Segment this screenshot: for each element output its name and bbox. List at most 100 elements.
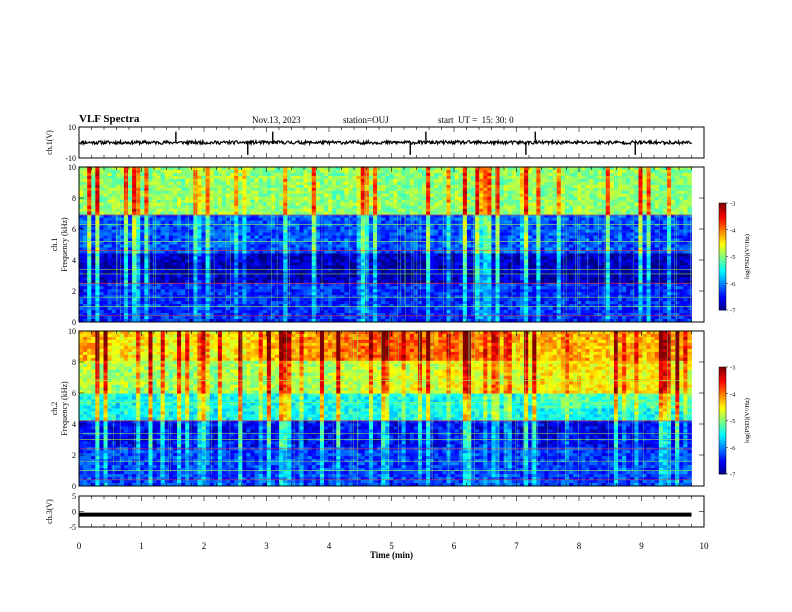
- ch1-spectrogram-cell: [111, 241, 117, 245]
- ch1-spectrogram-cell: [413, 202, 419, 207]
- ch1-spectrogram-cell: [687, 238, 692, 242]
- ch1-spectrogram-cell: [679, 190, 684, 195]
- ch1-spectrogram-cell: [87, 229, 92, 233]
- ch1-spectrogram-cell: [344, 214, 349, 219]
- ch1-spectrogram-cell: [107, 175, 113, 180]
- ch1-spectrogram-cell: [95, 223, 100, 227]
- ch1-spectrogram-cell: [332, 256, 337, 260]
- ch1-spectrogram-cell: [593, 187, 598, 192]
- ch1-spectrogram-cell: [667, 241, 672, 245]
- ch1-spectrogram-cell: [217, 199, 223, 204]
- ch1-spectrogram-cell: [266, 172, 272, 177]
- ch1-spectrogram-cell: [597, 211, 603, 216]
- ch1-spectrogram-cell: [201, 199, 206, 204]
- ch1-spectrogram-cell: [103, 232, 108, 236]
- ch1-spectrogram-cell: [213, 232, 219, 236]
- ch1-spectrogram-cell: [381, 187, 386, 192]
- ch1-spectrogram-cell: [270, 253, 276, 257]
- ch1-spectrogram-cell: [221, 235, 227, 239]
- ch1-spectrogram-cell: [364, 169, 370, 174]
- ch1-spectrogram-cell: [160, 223, 166, 227]
- ch1-spectrogram-cell: [217, 211, 223, 216]
- ch1-spectrogram-cell: [609, 196, 615, 201]
- ch1-spectrogram-cell: [324, 262, 329, 266]
- ch1-spectrogram-cell: [446, 205, 451, 210]
- ch1-spectrogram-cell: [552, 202, 558, 207]
- ch1-spectrogram-cell: [83, 250, 88, 254]
- ch1-spectrogram-cell: [373, 167, 378, 171]
- ch1-spectrogram-cell: [401, 169, 407, 174]
- ch1-spectrogram-cell: [401, 211, 407, 216]
- ch1-spectrogram-cell: [626, 232, 631, 236]
- ch1-spectrogram-cell: [368, 167, 374, 171]
- ch1-spectrogram-cell: [144, 184, 149, 189]
- ch1-spectrogram-cell: [532, 184, 537, 189]
- ch1-spectrogram-cell: [95, 244, 100, 248]
- ch1-spectrogram-cell: [581, 211, 586, 216]
- ch1-spectrogram-cell: [491, 256, 496, 260]
- ch1-spectrogram-cell: [466, 259, 472, 263]
- ch1-spectrogram-cell: [226, 238, 231, 242]
- ch1-spectrogram-cell: [511, 244, 517, 248]
- ch1-spectrogram-cell: [336, 202, 341, 207]
- ch1-spectrogram-cell: [340, 167, 345, 171]
- ch1-spectrogram-cell: [340, 220, 345, 224]
- ch1-spectrogram-cell: [160, 250, 166, 254]
- ch1-spectrogram-cell: [295, 205, 300, 210]
- ch1-spectrogram-cell: [593, 199, 598, 204]
- ch1-spectrogram-cell: [654, 241, 660, 245]
- ch1-spectrogram-cell: [385, 193, 390, 198]
- ch1-spectrogram-cell: [671, 199, 676, 204]
- ch1-spectrogram-cell: [315, 184, 321, 189]
- ch1-spectrogram-cell: [507, 220, 513, 224]
- ch1-spectrogram-cell: [181, 175, 186, 180]
- ch1-spectrogram-cell: [373, 172, 378, 177]
- ch1-spectrogram-cell: [299, 229, 304, 233]
- ch1-spectrogram-cell: [454, 259, 460, 263]
- ch1-spectrogram-cell: [466, 241, 472, 245]
- ch1-spectrogram-cell: [209, 208, 215, 213]
- ch1-spectrogram-cell: [507, 181, 513, 186]
- ch1-spectrogram-cell: [262, 253, 268, 257]
- ch1-spectrogram-cell: [564, 205, 570, 210]
- ch1-spectrogram-cell: [140, 181, 145, 186]
- ch1-spectrogram-cell: [111, 196, 117, 201]
- ch1-spectrogram-cell: [140, 232, 145, 236]
- ch1-spectrogram-cell: [221, 172, 227, 177]
- ch1-spectrogram-cell: [667, 229, 672, 233]
- ch1-spectrogram-cell: [160, 253, 166, 257]
- ch1-spectrogram-cell: [368, 181, 374, 186]
- ch1-spectrogram-cell: [667, 181, 672, 186]
- ch1-spectrogram-cell: [499, 175, 505, 180]
- ch1-spectrogram-cell: [646, 226, 652, 230]
- ch1-spectrogram-cell: [189, 238, 194, 242]
- ch1-spectrogram-cell: [95, 208, 100, 213]
- ch1-spectrogram-cell: [152, 178, 157, 183]
- ch1-spectrogram-cell: [413, 217, 419, 221]
- ch1-spectrogram-cell: [381, 196, 386, 201]
- ch1-spectrogram-cell: [605, 167, 611, 171]
- ch1-spectrogram-cell: [589, 247, 594, 251]
- ch1-spectrogram-cell: [336, 208, 341, 213]
- ch1-spectrogram-cell: [368, 235, 374, 239]
- ch1-spectrogram-cell: [438, 214, 443, 219]
- ch1-spectrogram-cell: [642, 169, 647, 174]
- ch1-spectrogram-cell: [622, 190, 627, 195]
- ch1-spectrogram-cell: [479, 217, 484, 221]
- ch1-spectrogram-cell: [662, 193, 668, 198]
- ch1-spectrogram-cell: [328, 241, 333, 245]
- ch1-spectrogram-cell: [515, 223, 521, 227]
- ch1-spectrogram-cell: [234, 187, 239, 192]
- ch1-spectrogram-cell: [201, 190, 206, 195]
- ch1-spectrogram-cell: [475, 178, 480, 183]
- ch1-spectrogram-cell: [152, 256, 157, 260]
- ch1-spectrogram-cell: [605, 235, 611, 239]
- ch1-spectrogram-cell: [209, 241, 215, 245]
- ch1-spectrogram-cell: [381, 178, 386, 183]
- ch1-spectrogram-cell: [377, 169, 382, 174]
- ch1-spectrogram-cell: [650, 208, 656, 213]
- ch1-spectrogram-cell: [503, 199, 509, 204]
- ch1-spectrogram-cell: [675, 214, 680, 219]
- ch1-spectrogram-cell: [295, 229, 300, 233]
- ch1-spectrogram-cell: [495, 214, 500, 219]
